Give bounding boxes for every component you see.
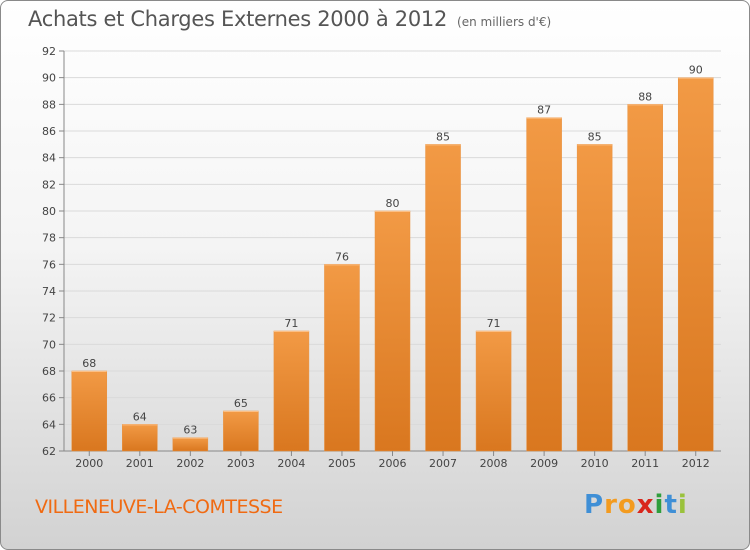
x-tick-label: 2000 <box>75 457 103 470</box>
y-tick-label: 70 <box>42 338 56 351</box>
commune-name: VILLENEUVE-LA-COMTESSE <box>35 496 283 518</box>
bar-2001 <box>122 424 158 452</box>
y-tick-label: 82 <box>42 178 56 191</box>
bar-value-label: 87 <box>537 104 551 117</box>
bar-value-label: 76 <box>335 250 349 263</box>
bars <box>71 77 714 452</box>
bar-value-label: 65 <box>234 397 248 410</box>
x-tick-label: 2006 <box>379 457 407 470</box>
logo-letter: x <box>636 490 655 520</box>
x-tick-label: 2005 <box>328 457 356 470</box>
y-tick-label: 64 <box>42 418 56 431</box>
x-tick-label: 2009 <box>530 457 558 470</box>
y-tick-label: 86 <box>42 125 56 138</box>
bar-2008 <box>475 330 512 452</box>
x-tick-label: 2012 <box>682 457 710 470</box>
bar-value-label: 63 <box>183 424 197 437</box>
x-tick-label: 2002 <box>176 457 204 470</box>
bar-2002 <box>172 437 209 452</box>
y-tick-label: 66 <box>42 392 56 405</box>
x-tick-label: 2007 <box>429 457 457 470</box>
bar-value-labels: 68 64 63 65 71 76 80 85 71 87 85 88 90 <box>82 64 702 437</box>
y-tick-label: 92 <box>42 45 56 58</box>
chart-title-text: Achats et Charges Externes 2000 à 2012 <box>28 7 448 31</box>
x-tick-label: 2008 <box>480 457 508 470</box>
bar-value-label: 85 <box>588 130 602 143</box>
bar-2011 <box>627 104 663 452</box>
y-tick-label: 62 <box>42 445 56 458</box>
y-tick-label: 84 <box>42 152 56 165</box>
bar-2009 <box>526 117 562 452</box>
y-tick-label: 80 <box>42 205 56 218</box>
y-tick-label: 78 <box>42 232 56 245</box>
bar-value-label: 88 <box>638 90 652 103</box>
bar-2006 <box>374 210 411 452</box>
x-tick-label: 2010 <box>581 457 609 470</box>
x-tick-label: 2004 <box>277 457 305 470</box>
bar-2007 <box>425 144 461 452</box>
bar-2010 <box>576 144 613 452</box>
logo-letter: r <box>604 490 618 520</box>
bar-2012 <box>677 77 714 452</box>
bar-value-label: 64 <box>133 410 147 423</box>
x-tick-label: 2001 <box>126 457 154 470</box>
chart-title: Achats et Charges Externes 2000 à 2012 (e… <box>28 7 551 31</box>
bar-2004 <box>273 330 310 452</box>
logo-letter: t <box>664 490 678 520</box>
logo-letter: o <box>617 490 637 520</box>
x-tick-label: 2003 <box>227 457 255 470</box>
bar-value-label: 68 <box>82 357 96 370</box>
y-tick-label: 90 <box>42 72 56 85</box>
y-tick-label: 68 <box>42 365 56 378</box>
bar-value-label: 90 <box>689 64 703 77</box>
logo-letter: i <box>654 490 665 520</box>
bar-value-label: 80 <box>386 197 400 210</box>
bar-value-label: 85 <box>436 130 450 143</box>
bar-value-label: 71 <box>487 317 501 330</box>
bar-2000 <box>71 370 108 452</box>
bar-2005 <box>324 264 360 452</box>
bar-2003 <box>223 410 259 452</box>
logo-letter: i <box>677 490 688 520</box>
logo-letter: P <box>584 490 605 520</box>
x-tick-label: 2011 <box>631 457 659 470</box>
x-axis-ticks: 2000 2001 2002 2003 2004 2005 2006 2007 2008 2009… <box>75 451 710 470</box>
chart-subtitle: (en milliers d'€) <box>457 15 552 29</box>
y-tick-label: 74 <box>42 285 56 298</box>
y-tick-label: 88 <box>42 98 56 111</box>
y-tick-label: 72 <box>42 312 56 325</box>
bar-value-label: 71 <box>284 317 298 330</box>
y-tick-label: 76 <box>42 258 56 271</box>
proxiti-logo[interactable]: Proxiti <box>584 490 688 520</box>
